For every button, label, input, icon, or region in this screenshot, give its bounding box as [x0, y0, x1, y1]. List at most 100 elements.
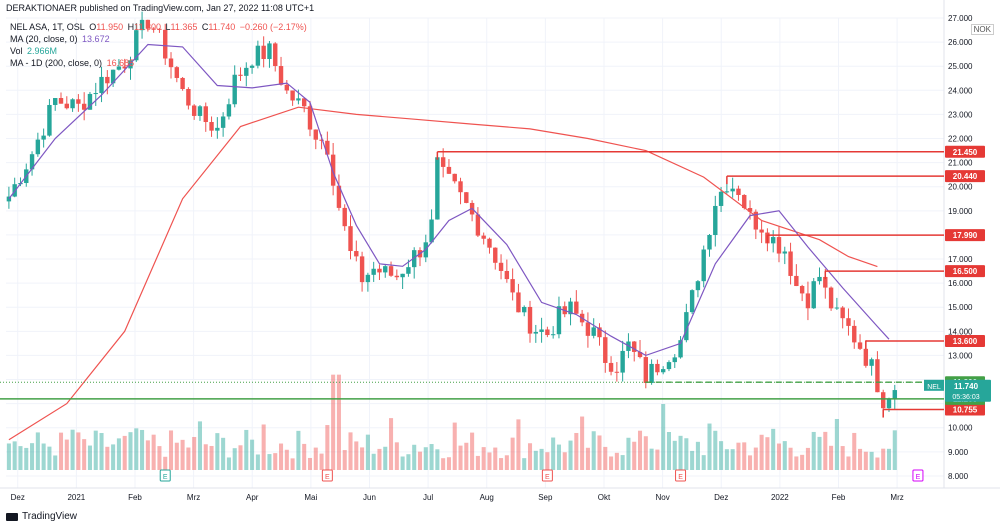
volume-bar	[157, 446, 162, 470]
earnings-label: E	[545, 474, 550, 481]
volume-bar	[331, 374, 336, 470]
tradingview-logo-icon	[6, 512, 18, 521]
level-label-box	[945, 229, 985, 242]
volume-bar	[406, 454, 411, 470]
volume-bar	[516, 419, 521, 470]
candle-body	[539, 329, 544, 332]
volume-bar	[232, 448, 237, 470]
candle-body	[388, 266, 394, 276]
y-tick-label: 27.000	[948, 14, 973, 23]
volume-bar	[504, 455, 509, 470]
candle-body	[493, 247, 498, 263]
candle-body	[238, 74, 243, 76]
x-tick-label: Nov	[655, 493, 669, 502]
volume-bar	[580, 416, 585, 470]
candle-body	[799, 286, 805, 294]
candle-body	[672, 357, 677, 363]
volume-bar	[383, 446, 388, 470]
candle-body	[87, 93, 93, 110]
volume-bar	[41, 443, 46, 470]
volume-bar	[452, 422, 457, 470]
tradingview-footer[interactable]: TradingView	[6, 511, 77, 522]
legend-ma20-value: 13.672	[82, 34, 110, 44]
x-tick-label: Dez	[714, 493, 728, 502]
candle-body	[608, 362, 614, 372]
candle-body	[371, 268, 376, 275]
candle-body	[41, 135, 46, 140]
legend-change: −0.260 (−2.17%)	[239, 22, 307, 32]
candle-body	[186, 88, 191, 106]
volume-bar	[690, 450, 695, 470]
candle-body	[180, 77, 185, 89]
candle-body	[643, 357, 649, 383]
volume-bar	[6, 443, 11, 470]
candle-body	[284, 84, 290, 91]
volume-bar	[464, 442, 469, 470]
volume-bar	[597, 435, 602, 470]
candle-body	[707, 234, 712, 250]
candle-body	[394, 275, 400, 278]
candle-body	[464, 192, 469, 203]
y-tick-label: 16.000	[948, 279, 973, 288]
candle-body	[134, 30, 139, 61]
y-tick-label: 20.000	[948, 183, 973, 192]
x-tick-label: Aug	[480, 493, 494, 502]
volume-bar	[776, 443, 782, 470]
candle-body	[487, 238, 492, 248]
candle-body	[203, 106, 208, 123]
candle-body	[857, 342, 863, 349]
candle-body	[689, 290, 695, 313]
candle-body	[267, 43, 272, 60]
volume-bar	[423, 447, 428, 470]
candle-body	[29, 154, 35, 170]
level-label: 17.990	[953, 231, 978, 240]
legend-vol-line: Vol 2.966M	[10, 46, 59, 56]
volume-bar	[12, 441, 17, 470]
volume-bar	[632, 441, 637, 470]
x-tick-label: Mai	[304, 493, 317, 502]
earnings-marker	[912, 469, 924, 482]
volume-bar	[446, 457, 451, 470]
candle-body	[174, 67, 180, 78]
volume-bar	[128, 432, 133, 470]
earnings-marker	[541, 469, 553, 482]
volume-bar	[730, 449, 735, 470]
volume-bar	[64, 439, 69, 470]
symbol-tag: NEL	[927, 384, 941, 391]
legend-ma20-line: MA (20, close, 0) 13.672	[10, 34, 112, 44]
candle-body	[828, 287, 834, 309]
volume-bar	[470, 432, 475, 470]
volume-bar	[400, 456, 405, 470]
volume-bar	[556, 444, 561, 470]
volume-bar	[840, 446, 845, 470]
symbol-tag-box	[924, 379, 944, 391]
volume-bar	[620, 455, 625, 470]
candle-body	[232, 74, 237, 105]
candle-body	[875, 359, 880, 393]
y-tick-label: 9.000	[948, 448, 969, 457]
volume-bar	[307, 457, 313, 470]
volume-bar	[719, 441, 724, 470]
volume-bar	[122, 435, 127, 470]
volume-bar	[881, 448, 886, 470]
y-tick-label: 25.000	[948, 62, 973, 71]
candle-body	[684, 312, 689, 341]
candle-body	[475, 214, 481, 236]
volume-bar	[105, 446, 110, 470]
candle-body	[805, 293, 811, 309]
currency-label[interactable]: NOK	[970, 24, 994, 35]
volume-bar	[221, 437, 226, 470]
volume-bar	[24, 447, 29, 470]
candle-body	[840, 307, 845, 319]
candle-body	[747, 208, 753, 212]
earnings-label: E	[163, 474, 168, 481]
volume-bar	[435, 449, 440, 470]
candle-body	[342, 207, 347, 227]
candle-body	[76, 99, 81, 104]
volume-bar	[319, 453, 324, 470]
y-tick-label: 22.000	[948, 135, 973, 144]
volume-bar	[551, 437, 556, 470]
candle-body	[718, 191, 724, 206]
volume-bar	[70, 429, 75, 470]
